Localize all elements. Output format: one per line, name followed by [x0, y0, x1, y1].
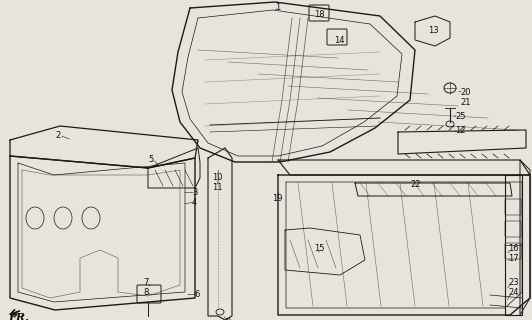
Text: 17: 17: [508, 254, 519, 263]
Text: 13: 13: [428, 26, 438, 35]
Text: 8: 8: [143, 288, 148, 297]
Text: 6: 6: [194, 290, 200, 299]
Text: 5: 5: [148, 155, 153, 164]
Text: 21: 21: [460, 98, 470, 107]
Text: 16: 16: [508, 244, 519, 253]
Text: 19: 19: [272, 194, 282, 203]
Text: 22: 22: [410, 180, 420, 189]
Text: 12: 12: [455, 126, 466, 135]
Text: 9: 9: [226, 318, 231, 320]
Text: 18: 18: [314, 10, 325, 19]
Text: 4: 4: [192, 198, 197, 207]
Text: 20: 20: [460, 88, 470, 97]
Text: 7: 7: [143, 278, 148, 287]
Text: 3: 3: [192, 188, 197, 197]
Text: 14: 14: [334, 36, 345, 45]
Text: 25: 25: [455, 112, 466, 121]
Text: 15: 15: [314, 244, 325, 253]
Text: 1: 1: [275, 3, 280, 12]
Text: 24: 24: [508, 288, 519, 297]
Text: FR.: FR.: [8, 312, 29, 320]
Text: 10: 10: [212, 173, 222, 182]
Text: 2: 2: [55, 131, 60, 140]
Text: 11: 11: [212, 183, 222, 192]
Text: 23: 23: [508, 278, 519, 287]
